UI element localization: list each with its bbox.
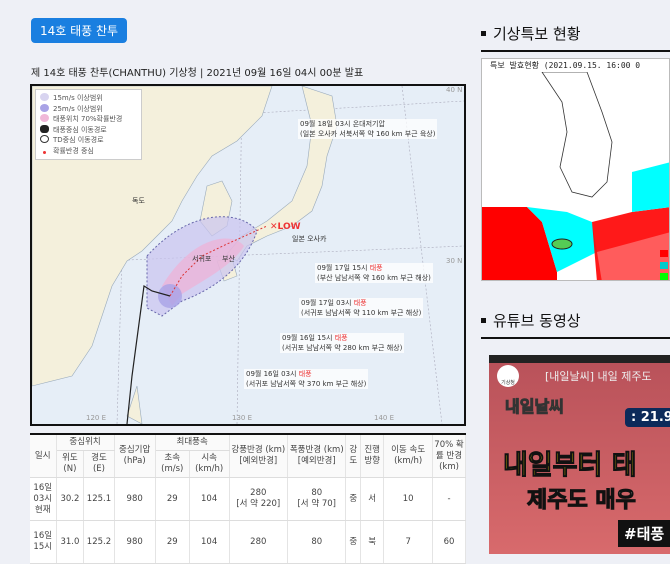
table-cell: 125.2 xyxy=(83,520,115,564)
table-cell: 280 [서 약 220] xyxy=(229,477,289,521)
column-header: 최대풍속 xyxy=(155,434,230,451)
table-cell: 80 [서 약 70] xyxy=(287,477,347,521)
forecast-label-18-03: 09월 18일 03시 온대저기압 (일본 오사카 서북서쪽 약 160 km 부… xyxy=(298,119,438,139)
warning-map-caption: 특보 발효현황 (2021.09.15. 16:00 0 xyxy=(490,61,641,70)
table-cell: 980 xyxy=(114,520,156,564)
divider xyxy=(481,337,670,339)
weather-warning-map[interactable]: 특보 발효현황 (2021.09.15. 16:00 0 xyxy=(481,58,670,281)
table-cell: 서 xyxy=(360,477,385,521)
warning-map-graphic xyxy=(482,71,669,280)
show-logo: 내일날씨 xyxy=(505,397,565,417)
table-row: 16일 15시 31.0 125.2 980 29 104 280 80 중 북 7 60 xyxy=(30,520,466,564)
lon-tick: 140 E xyxy=(374,414,395,422)
seogwipo-label: 서귀포 xyxy=(192,255,212,263)
forecast-label-17-15: 09월 17일 15시 태풍 (부산 남남서쪽 약 160 km 부근 해상) xyxy=(315,263,433,283)
table-cell: 29 xyxy=(155,477,190,521)
dokdo-label: 독도 xyxy=(132,197,145,205)
column-header: 70% 확률 반경 (km) xyxy=(432,434,466,478)
forecast-label-17-03: 09월 17일 03시 태풍 (서귀포 남남서쪽 약 110 km 부근 해상) xyxy=(299,298,424,318)
column-header: 초속 (m/s) xyxy=(155,450,190,478)
youtube-heading: 유튜브 동영상 xyxy=(481,310,581,331)
column-header: 강도 xyxy=(345,434,362,478)
video-hashtag: #태풍 xyxy=(618,520,670,547)
forecast-label-16-15: 09월 16일 15시 태풍 (서귀포 남남서쪽 약 280 km 부근 해상) xyxy=(280,333,405,353)
table-cell: 7 xyxy=(383,520,433,564)
osaka-label: 일본 오사카 xyxy=(292,235,327,243)
lat-tick: 40 N xyxy=(446,86,463,94)
column-header: 중심기압 (hPa) xyxy=(114,434,156,478)
bulletin-subtitle: 제 14호 태풍 찬투(CHANTHU) 기상청 | 2021년 09월 16일… xyxy=(31,68,364,79)
table-cell: 30.2 xyxy=(56,477,85,521)
video-date: : 21.9. xyxy=(625,408,670,427)
column-header: 폭풍반경 (km) [예외반경] xyxy=(287,434,347,478)
column-header: 일시 xyxy=(30,434,57,478)
table-cell: 31.0 xyxy=(56,520,85,564)
typhoon-track-map: 15m/s 이상범위 25m/s 이상범위 태풍위치 70%확률반경 태풍중심 … xyxy=(30,84,466,426)
divider xyxy=(481,50,670,52)
map-legend: 15m/s 이상범위 25m/s 이상범위 태풍위치 70%확률반경 태풍중심 … xyxy=(35,89,142,160)
lat-tick: 30 N xyxy=(446,257,463,265)
table-cell: 125.1 xyxy=(83,477,115,521)
forecast-label-16-03: 09월 16일 03시 태풍 (서귀포 남남서쪽 약 370 km 부근 해상) xyxy=(244,369,369,389)
table-row: 16일 03시 현재 30.2 125.1 980 29 104 280 [서 약 220]… xyxy=(30,477,466,521)
typhoon-tab-button[interactable]: 14호 태풍 찬투 xyxy=(31,18,128,43)
map-graphic xyxy=(32,86,464,424)
table-cell: 104 xyxy=(189,477,230,521)
youtube-video-thumbnail[interactable]: 기상청 내일날씨 [내일날씨] 내일 제주도 : 21.9. 내일부터 태 제주… xyxy=(489,355,670,554)
table-cell: 16일 03시 현재 xyxy=(30,477,57,521)
table-cell: 80 xyxy=(287,520,347,564)
column-header: 진행 방향 xyxy=(360,434,385,478)
table-cell: 10 xyxy=(383,477,433,521)
table-cell: 29 xyxy=(155,520,190,564)
lon-tick: 120 E xyxy=(86,414,107,422)
column-header: 강풍반경 (km) [예외반경] xyxy=(229,434,289,478)
warning-status-heading: 기상특보 현황 xyxy=(481,23,581,44)
column-header: 중심위치 xyxy=(56,434,115,451)
table-cell: 북 xyxy=(360,520,385,564)
column-header: 시속 (km/h) xyxy=(189,450,230,478)
forecast-table: 일시 중심위치 중심기압 (hPa) 최대풍속 강풍반경 (km) [예외반경]… xyxy=(30,433,466,564)
table-cell: 104 xyxy=(189,520,230,564)
table-cell: 60 xyxy=(432,520,466,564)
busan-label: 부산 xyxy=(222,255,235,263)
table-cell: 중 xyxy=(345,477,362,521)
video-subheadline: 제주도 매우 xyxy=(527,488,637,514)
table-cell: - xyxy=(432,477,466,521)
table-cell: 16일 15시 xyxy=(30,520,57,564)
table-cell: 중 xyxy=(345,520,362,564)
video-title: [내일날씨] 내일 제주도 xyxy=(545,370,652,383)
column-header: 경도 (E) xyxy=(83,450,115,478)
agency-logo: 기상청 xyxy=(497,365,519,387)
lon-tick: 130 E xyxy=(232,414,253,422)
video-headline: 내일부터 태 xyxy=(503,450,638,482)
column-header: 위도 (N) xyxy=(56,450,85,478)
table-cell: 280 xyxy=(229,520,289,564)
low-marker: ✕LOW xyxy=(270,222,301,232)
column-header: 이동 속도 (km/h) xyxy=(383,434,433,478)
table-cell: 980 xyxy=(114,477,156,521)
